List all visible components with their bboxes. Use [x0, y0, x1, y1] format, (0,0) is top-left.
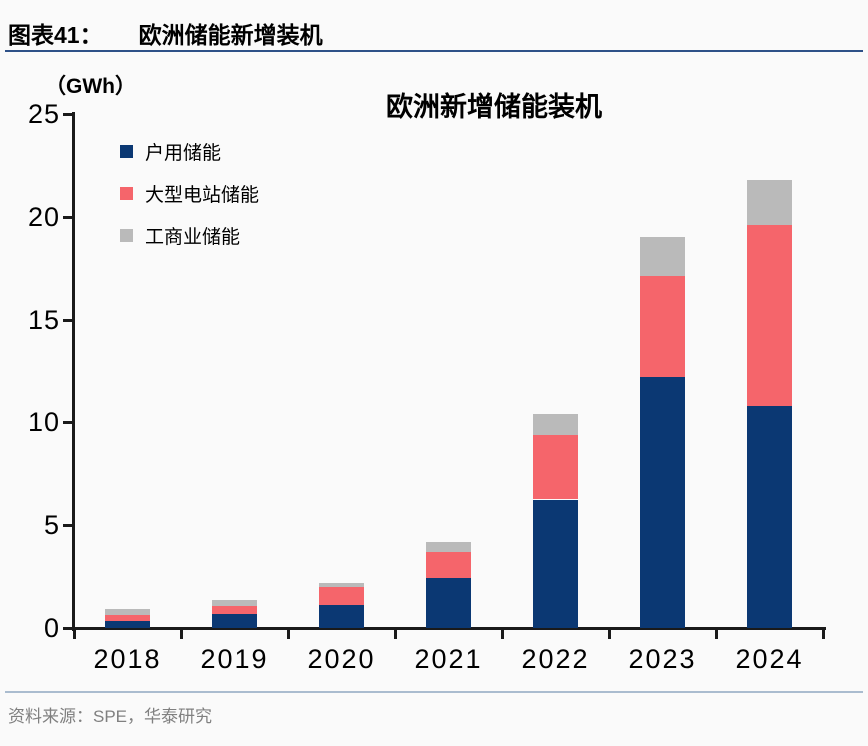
- bar-segment-2023-2: [640, 237, 685, 277]
- x-axis-category-label: 2021: [414, 644, 483, 674]
- footer-divider: [5, 691, 863, 693]
- x-axis-category-label: 2022: [521, 644, 590, 674]
- x-axis-tick: [822, 630, 825, 639]
- y-axis-tick: [63, 524, 72, 528]
- x-axis-tick: [73, 630, 76, 639]
- y-axis-tick-label: 15: [27, 304, 60, 335]
- bar-segment-2019-1: [212, 606, 257, 614]
- x-axis-line: [72, 627, 826, 630]
- x-axis-tick: [608, 630, 611, 639]
- bar-segment-2024-0: [747, 405, 792, 628]
- bar-segment-2021-2: [426, 541, 471, 552]
- x-axis-category-label: 2020: [307, 644, 376, 674]
- bar-segment-2018-0: [105, 620, 150, 628]
- legend-item-utility: 大型电站储能: [120, 182, 260, 206]
- bar-segment-2021-1: [426, 551, 471, 578]
- y-axis-line: [72, 112, 75, 631]
- bar-segment-2024-1: [747, 225, 792, 406]
- bar-segment-2019-2: [212, 600, 257, 607]
- x-axis-category-label: 2023: [628, 644, 697, 674]
- bar-segment-2020-2: [319, 582, 364, 587]
- x-axis-category-label: 2019: [200, 644, 269, 674]
- x-axis-tick: [501, 630, 504, 639]
- x-axis-tick: [715, 630, 718, 639]
- chart-title: 欧洲新增储能装机: [386, 92, 602, 122]
- y-axis-tick: [63, 215, 72, 219]
- y-axis-tick: [63, 318, 72, 322]
- bar-segment-2023-1: [640, 276, 685, 378]
- bar-segment-2023-0: [640, 377, 685, 628]
- y-axis-unit-label: （GWh）: [45, 75, 136, 98]
- source-note: 资料来源：SPE，华泰研究: [8, 707, 213, 726]
- y-axis-tick-label: 10: [27, 407, 60, 438]
- x-axis-category-label: 2018: [93, 644, 162, 674]
- legend-label-commercial: 工商业储能: [145, 226, 241, 248]
- legend-label-household: 户用储能: [145, 142, 222, 164]
- bar-segment-2020-1: [319, 586, 364, 606]
- bar-segment-2019-0: [212, 613, 257, 628]
- chart-legend: 户用储能 大型电站储能 工商业储能: [120, 140, 259, 266]
- legend-item-household: 户用储能: [120, 140, 259, 164]
- x-axis-tick: [287, 630, 290, 639]
- figure-title: 欧洲储能新增装机: [138, 22, 323, 48]
- bar-segment-2020-0: [319, 605, 364, 628]
- figure-header: 图表41： 欧洲储能新增装机: [8, 16, 860, 50]
- y-axis-tick-label: 0: [43, 613, 60, 643]
- legend-swatch-household: [120, 144, 133, 158]
- y-axis-tick-label: 25: [27, 99, 60, 129]
- x-axis-category-label: 2024: [735, 644, 804, 674]
- legend-swatch-commercial: [120, 228, 133, 242]
- figure-number-label: 图表41：: [8, 22, 103, 48]
- bar-segment-2022-1: [533, 434, 578, 500]
- bar-segment-2022-0: [533, 499, 578, 628]
- y-axis-tick-label: 20: [27, 201, 60, 232]
- legend-swatch-utility: [120, 186, 133, 200]
- y-axis-tick: [63, 627, 72, 630]
- x-axis-tick: [180, 630, 183, 639]
- bar-segment-2018-1: [105, 614, 150, 621]
- legend-label-utility: 大型电站储能: [145, 184, 260, 206]
- header-divider: [5, 50, 863, 52]
- y-axis-tick-label: 5: [43, 510, 60, 541]
- bar-segment-2018-2: [105, 609, 150, 615]
- bar-segment-2022-2: [533, 414, 578, 435]
- bar-segment-2021-0: [426, 577, 471, 628]
- x-axis-tick: [394, 630, 397, 639]
- bar-segment-2024-2: [747, 179, 792, 225]
- y-axis-tick: [63, 421, 72, 425]
- y-axis-tick: [63, 113, 72, 116]
- legend-item-commercial: 工商业储能: [120, 224, 259, 248]
